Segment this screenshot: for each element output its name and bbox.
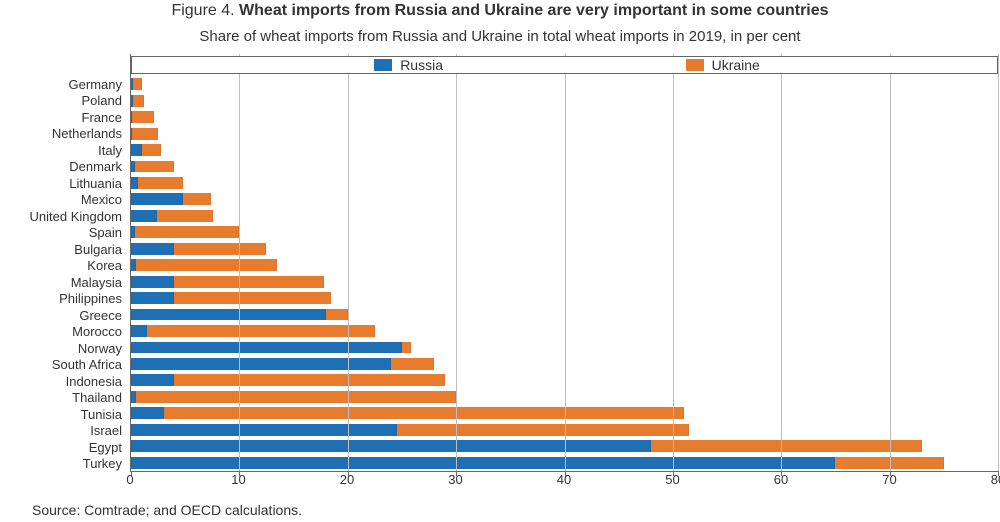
figure-title-bold: Wheat imports from Russia and Ukraine ar… [239,2,828,19]
bar-segment-ukraine [391,358,434,370]
gridline [239,54,240,471]
gridline [565,54,566,471]
bar-segment-ukraine [651,440,922,452]
plot-area: Russia Ukraine [130,54,998,472]
y-axis-label: Indonesia [8,373,126,390]
bar-segment-ukraine [135,161,174,173]
legend-item-russia: Russia [374,57,443,73]
x-tick-label: 40 [557,472,571,487]
source-note: Source: Comtrade; and OECD calculations. [32,502,302,518]
bar-segment-ukraine [132,128,158,140]
x-tick-label: 10 [231,472,245,487]
y-axis-label: Denmark [8,159,126,176]
bar-segment-ukraine [174,374,445,386]
legend: Russia Ukraine [131,56,998,74]
bar-segment-russia [131,325,147,337]
bar-segment-russia [131,292,174,304]
legend-label-ukraine: Ukraine [712,57,760,73]
legend-swatch-russia [374,59,392,71]
bar-segment-ukraine [183,193,211,205]
bar-segment-ukraine [174,243,266,255]
x-tick-label: 20 [340,472,354,487]
bar-segment-ukraine [397,424,690,436]
y-axis-label: Turkey [8,456,126,473]
bar-segment-russia [131,457,835,469]
y-axis-label: Korea [8,258,126,275]
bar-segment-russia [131,424,397,436]
figure-label: Figure 4. [171,2,234,19]
bar-segment-ukraine [138,177,184,189]
legend-label-russia: Russia [400,57,443,73]
gridline [348,54,349,471]
bar-segment-ukraine [133,95,144,107]
bar-segment-ukraine [147,325,375,337]
y-axis-label: Bulgaria [8,241,126,258]
bar-segment-ukraine [157,210,213,222]
y-axis-label: Spain [8,225,126,242]
gridline [673,54,674,471]
y-axis-label: Greece [8,307,126,324]
bar-segment-ukraine [135,226,239,238]
bar-segment-russia [131,276,174,288]
y-axis-label: Mexico [8,192,126,209]
x-tick-label: 80 [991,472,1000,487]
x-tick-label: 60 [774,472,788,487]
figure-subtitle: Share of wheat imports from Russia and U… [0,28,1000,45]
y-axis-label: South Africa [8,357,126,374]
y-axis-label: Thailand [8,390,126,407]
bar-segment-russia [131,210,157,222]
bar-segment-russia [131,144,142,156]
bar-segment-russia [131,309,326,321]
bar-segment-ukraine [326,309,348,321]
bar-segment-russia [131,358,391,370]
y-axis-label: France [8,109,126,126]
y-axis-label: Norway [8,340,126,357]
y-axis-label: United Kingdom [8,208,126,225]
bar-segment-ukraine [402,342,411,354]
gridline [456,54,457,471]
y-axis-label: Philippines [8,291,126,308]
y-axis-labels: GermanyPolandFranceNetherlandsItalyDenma… [8,76,126,472]
bar-segment-ukraine [132,111,154,123]
y-axis-label: Italy [8,142,126,159]
gridline [890,54,891,471]
y-axis-label: Germany [8,76,126,93]
bar-segment-ukraine [136,259,277,271]
bar-segment-ukraine [174,276,324,288]
gridline [998,54,999,471]
y-axis-label: Egypt [8,439,126,456]
bar-segment-russia [131,342,402,354]
y-axis-label: Tunisia [8,406,126,423]
bar-segment-russia [131,440,651,452]
bar-segment-russia [131,193,183,205]
y-axis-label: Poland [8,93,126,110]
chart: GermanyPolandFranceNetherlandsItalyDenma… [8,54,998,494]
x-tick-label: 0 [126,472,133,487]
bar-segment-ukraine [133,78,142,90]
bar-segment-russia [131,243,174,255]
legend-swatch-ukraine [686,59,704,71]
bar-segment-russia [131,374,174,386]
bar-segment-ukraine [136,391,456,403]
bar-segment-ukraine [164,407,684,419]
x-tick-label: 30 [448,472,462,487]
gridline [781,54,782,471]
y-axis-label: Morocco [8,324,126,341]
y-axis-label: Malaysia [8,274,126,291]
bar-segment-ukraine [142,144,162,156]
x-tick-label: 70 [882,472,896,487]
bar-segment-ukraine [174,292,331,304]
x-tick-label: 50 [665,472,679,487]
x-axis-ticks: 01020304050607080 [130,472,998,494]
y-axis-label: Lithuania [8,175,126,192]
bar-segment-russia [131,407,164,419]
legend-item-ukraine: Ukraine [686,57,760,73]
y-axis-label: Israel [8,423,126,440]
figure-title: Figure 4. Wheat imports from Russia and … [0,0,1000,20]
y-axis-label: Netherlands [8,126,126,143]
